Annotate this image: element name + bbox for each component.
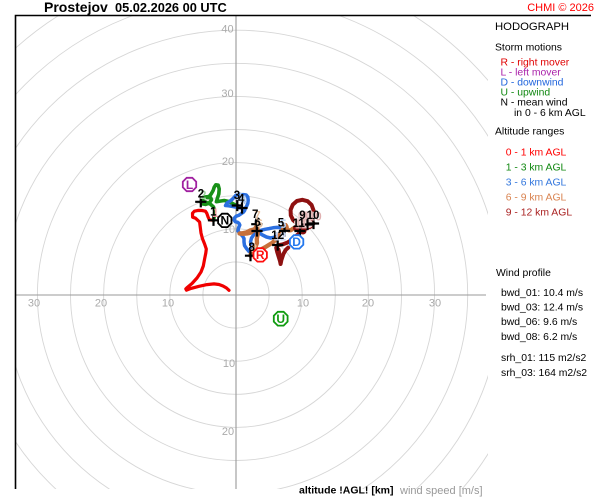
svg-text:5: 5	[278, 218, 285, 230]
svg-text:4: 4	[240, 195, 247, 207]
svg-text:Prostejov: Prostejov	[44, 0, 108, 15]
svg-text:10: 10	[307, 210, 320, 222]
svg-text:R: R	[256, 248, 265, 262]
svg-text:9: 9	[299, 210, 305, 222]
svg-text:05.02.2026 00 UTC: 05.02.2026 00 UTC	[115, 0, 227, 15]
svg-text:U - upwind: U - upwind	[501, 88, 551, 99]
svg-text:Altitude ranges: Altitude ranges	[495, 127, 564, 138]
svg-text:8: 8	[248, 242, 255, 254]
svg-text:6: 6	[256, 218, 262, 230]
svg-text:30: 30	[429, 298, 441, 310]
svg-text:0 - 1 km AGL: 0 - 1 km AGL	[506, 148, 567, 159]
svg-text:HODOGRAPH: HODOGRAPH	[495, 21, 569, 33]
svg-text:1 - 3 km AGL: 1 - 3 km AGL	[506, 163, 567, 174]
svg-text:D - downwind: D - downwind	[501, 78, 564, 89]
svg-text:bwd_01: 10.4 m/s: bwd_01: 10.4 m/s	[501, 288, 583, 299]
svg-text:9 - 12 km AGL: 9 - 12 km AGL	[506, 208, 573, 219]
svg-text:bwd_03: 12.4 m/s: bwd_03: 12.4 m/s	[501, 303, 583, 314]
svg-text:1: 1	[212, 208, 219, 220]
svg-text:30: 30	[28, 298, 40, 310]
svg-text:20: 20	[95, 298, 107, 310]
svg-text:30: 30	[221, 88, 233, 100]
svg-text:6 - 9 km AGL: 6 - 9 km AGL	[506, 192, 567, 203]
svg-text:bwd_06: 9.6 m/s: bwd_06: 9.6 m/s	[501, 317, 577, 328]
svg-text:N: N	[220, 214, 229, 228]
svg-text:10: 10	[162, 298, 174, 310]
svg-text:2: 2	[200, 190, 206, 202]
svg-text:in 0 - 6 km AGL: in 0 - 6 km AGL	[514, 108, 586, 119]
svg-text:5: 5	[280, 219, 287, 231]
svg-text:srh_03: 164 m2/s2: srh_03: 164 m2/s2	[501, 368, 587, 379]
svg-text:10: 10	[297, 298, 309, 310]
svg-text:7: 7	[254, 211, 260, 223]
svg-text:R - right mover: R - right mover	[501, 57, 570, 68]
svg-text:altitude !AGL! [km]: altitude !AGL! [km]	[299, 485, 394, 497]
svg-text:N - mean wind: N - mean wind	[501, 98, 568, 109]
svg-text:3: 3	[236, 191, 242, 203]
svg-text:40: 40	[221, 24, 233, 36]
svg-text:10: 10	[223, 358, 235, 370]
svg-text:20: 20	[362, 298, 374, 310]
svg-text:Storm motions: Storm motions	[495, 42, 562, 53]
svg-text:11: 11	[295, 220, 308, 232]
svg-text:L - left mover: L - left mover	[501, 68, 562, 79]
svg-text:20: 20	[222, 426, 234, 438]
svg-text:wind speed [m/s]: wind speed [m/s]	[399, 485, 483, 497]
svg-text:3: 3	[234, 190, 240, 202]
svg-text:CHMI © 2026: CHMI © 2026	[527, 2, 594, 14]
svg-text:8: 8	[251, 244, 258, 256]
svg-text:srh_01: 115 m2/s2: srh_01: 115 m2/s2	[501, 353, 587, 364]
svg-text:3 - 6 km AGL: 3 - 6 km AGL	[506, 177, 567, 188]
svg-text:4: 4	[238, 194, 245, 206]
svg-text:12: 12	[271, 230, 284, 242]
svg-text:6: 6	[254, 217, 260, 229]
svg-text:L: L	[186, 178, 193, 192]
svg-text:10: 10	[309, 212, 322, 224]
svg-text:11: 11	[293, 218, 306, 230]
svg-text:D: D	[292, 235, 301, 249]
svg-text:12: 12	[274, 231, 287, 243]
svg-text:1: 1	[210, 206, 217, 218]
svg-text:9: 9	[301, 211, 307, 223]
svg-text:2: 2	[198, 188, 204, 200]
svg-text:bwd_08: 6.2 m/s: bwd_08: 6.2 m/s	[501, 332, 577, 343]
svg-text:7: 7	[252, 209, 258, 221]
svg-text:20: 20	[222, 156, 234, 168]
svg-text:Wind profile: Wind profile	[496, 268, 551, 279]
svg-text:U: U	[276, 312, 285, 326]
